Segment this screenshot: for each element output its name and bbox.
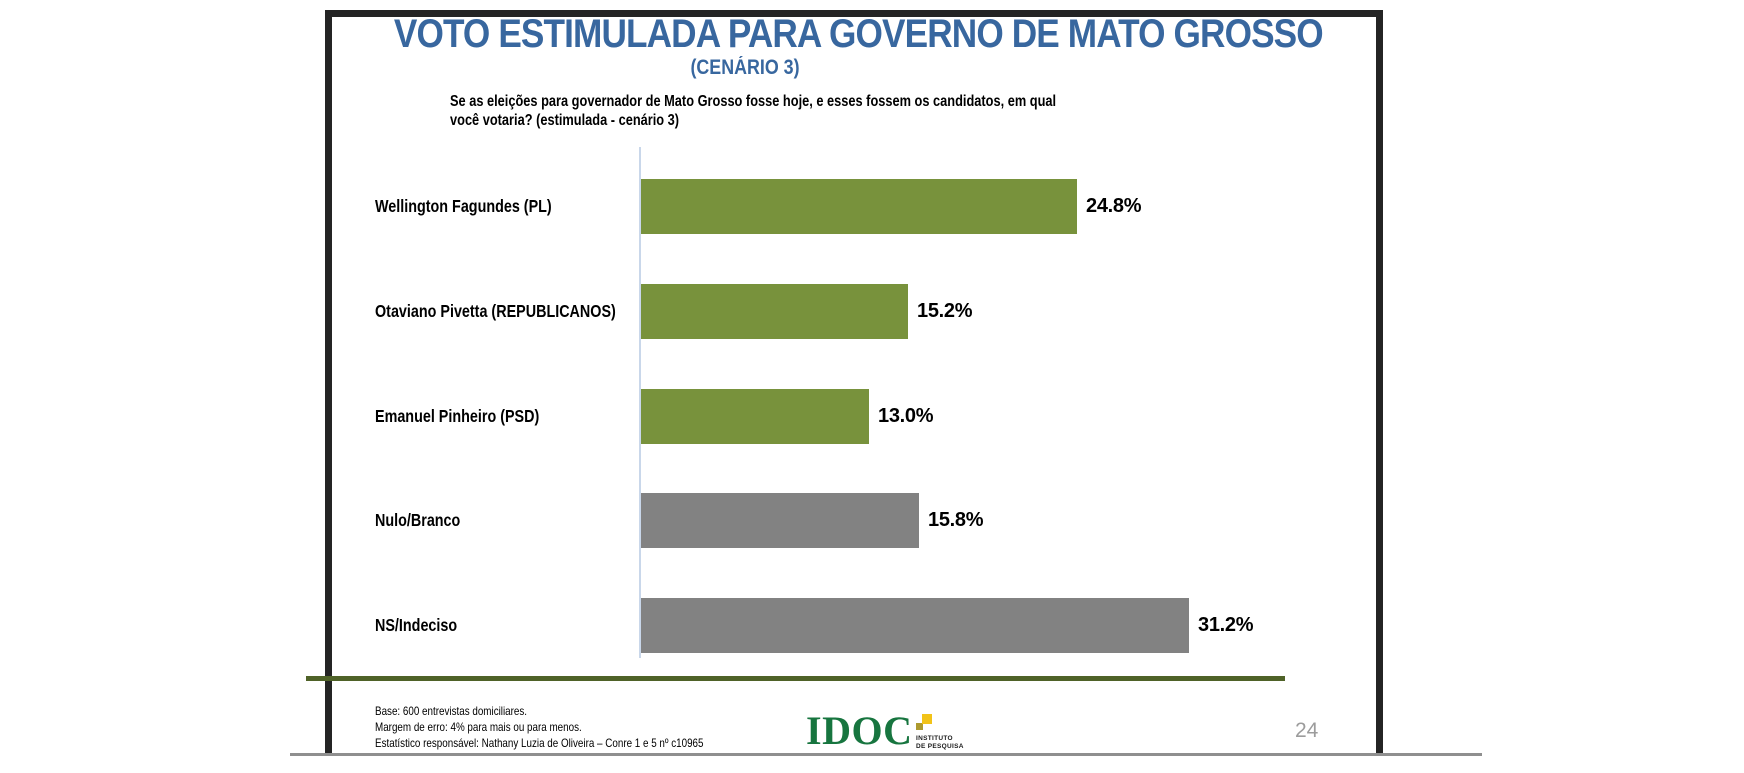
bar: [641, 179, 1077, 234]
footer-base-line: Base: 600 entrevistas domiciliares.: [375, 704, 528, 718]
category-label: Emanuel Pinheiro (PSD): [375, 406, 540, 426]
category-label: NS/Indeciso: [375, 615, 458, 635]
bar: [641, 493, 919, 548]
footer-margin-line: Margem de erro: 4% para mais ou para men…: [375, 720, 582, 734]
slide-title: VOTO ESTIMULADA PARA GOVERNO DE MATO GRO…: [393, 12, 1324, 56]
survey-question: Se as eleições para governador de Mato G…: [450, 93, 1057, 129]
value-label: 15.2%: [917, 300, 973, 322]
footer-statistician-line: Estatístico responsável: Nathany Luzia d…: [375, 736, 704, 750]
logo-tagline-line2: DE PESQUISA: [916, 743, 964, 750]
value-label: 13.0%: [878, 405, 934, 427]
bar: [641, 389, 869, 444]
page-number: 24: [1295, 719, 1319, 742]
value-label: 24.8%: [1086, 195, 1142, 217]
footer-notes: Base: 600 entrevistas domiciliares. Marg…: [375, 703, 704, 751]
logo-square-yellow-icon: [922, 714, 932, 724]
category-label: Otaviano Pivetta (REPUBLICANOS): [375, 301, 616, 321]
idoc-logo: IDOC INSTITUTO DE PESQUISA: [806, 708, 963, 755]
logo-tagline-line1: INSTITUTO: [916, 735, 953, 742]
chart-axis-line: [639, 147, 641, 658]
category-label: Nulo/Branco: [375, 510, 461, 530]
value-label: 31.2%: [1198, 614, 1254, 636]
idoc-logo-tagline: INSTITUTO DE PESQUISA: [916, 735, 964, 751]
idoc-logo-squares-icon: [916, 713, 944, 735]
value-label: 15.8%: [928, 509, 984, 531]
category-label: Wellington Fagundes (PL): [375, 196, 552, 216]
logo-square-olive-icon: [916, 723, 923, 730]
slide-bottom-line: [290, 753, 1482, 756]
bar: [641, 598, 1189, 653]
idoc-logo-text: IDOC: [806, 708, 913, 753]
slide-subtitle: (CENÁRIO 3): [690, 56, 800, 79]
chart-baseline: [306, 676, 1285, 681]
bar: [641, 284, 908, 339]
